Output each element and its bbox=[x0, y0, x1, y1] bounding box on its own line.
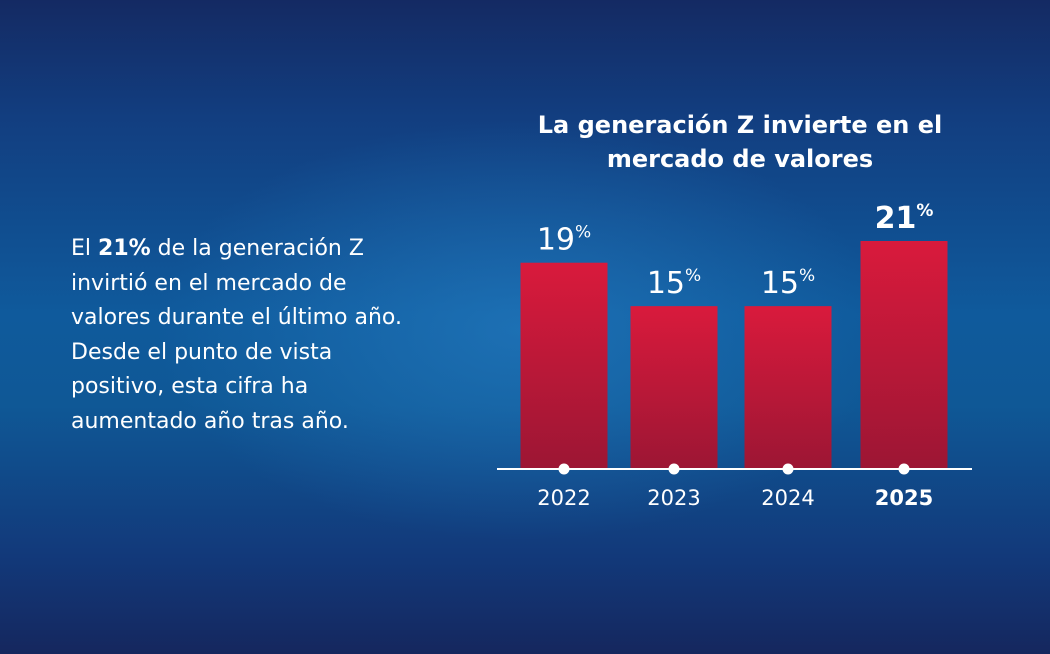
axis-marker-2024 bbox=[782, 463, 794, 475]
data-label-2023: 15% bbox=[647, 266, 701, 301]
bar-2022 bbox=[520, 262, 608, 469]
description-text: El 21% de la generación Z invirtió en el… bbox=[71, 232, 431, 439]
bar-2024 bbox=[744, 306, 832, 469]
tick-label-2023: 2023 bbox=[647, 486, 700, 510]
description-highlight: 21% bbox=[98, 236, 151, 261]
tick-label-2022: 2022 bbox=[537, 486, 590, 510]
bar-2025 bbox=[860, 241, 948, 469]
axis-marker-2022 bbox=[558, 463, 570, 475]
data-label-2022: 19% bbox=[537, 223, 591, 258]
chart-title: La generación Z invierte en el mercado d… bbox=[537, 111, 943, 173]
description-pre: El bbox=[71, 236, 99, 261]
data-label-2024: 15% bbox=[761, 266, 815, 301]
description-post: de la generación Z invirtió en el mercad… bbox=[71, 236, 402, 434]
axis-marker-2023 bbox=[668, 463, 680, 475]
data-label-2025: 21% bbox=[875, 201, 934, 236]
axis-marker-2025 bbox=[898, 463, 910, 475]
tick-label-2024: 2024 bbox=[761, 486, 814, 510]
bar-2023 bbox=[630, 306, 718, 469]
tick-label-2025: 2025 bbox=[875, 486, 933, 510]
